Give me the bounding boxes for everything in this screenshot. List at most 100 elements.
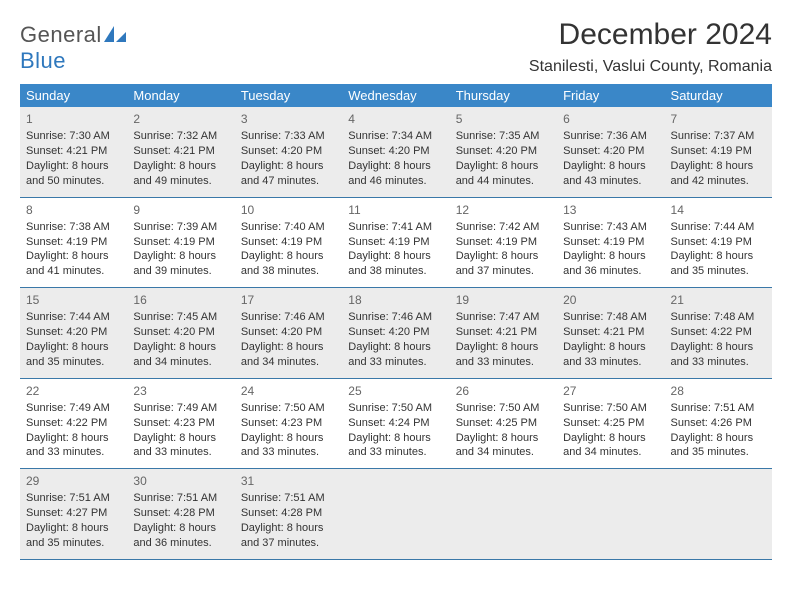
day-number: 17	[241, 292, 336, 308]
day-cell: 14 Sunrise: 7:44 AMSunset: 4:19 PMDayligh…	[665, 198, 772, 288]
week-row: 1 Sunrise: 7:30 AMSunset: 4:21 PMDaylight…	[20, 107, 772, 198]
day-header-tuesday: Tuesday	[235, 84, 342, 107]
day-cell: 22 Sunrise: 7:49 AMSunset: 4:22 PMDayligh…	[20, 379, 127, 469]
day-number: 24	[241, 383, 336, 399]
day-details: Sunrise: 7:46 AMSunset: 4:20 PMDaylight:…	[348, 310, 443, 369]
day-cell: 26Sunrise: 7:50 AMSunset: 4:25 PMDayligh…	[450, 379, 557, 469]
day-details: Sunrise: 7:35 AMSunset: 4:20 PMDaylight:…	[456, 129, 551, 188]
day-details: Sunrise: 7:39 AMSunset: 4:19 PMDaylight:…	[133, 220, 228, 279]
page-title: December 2024	[529, 18, 772, 52]
day-details: Sunrise: 7:37 AMSunset: 4:19 PMDaylight:…	[671, 129, 766, 188]
day-cell: 7 Sunrise: 7:37 AMSunset: 4:19 PMDaylight…	[665, 107, 772, 197]
day-number: 19	[456, 292, 551, 308]
day-details: Sunrise: 7:41 AMSunset: 4:19 PMDaylight:…	[348, 220, 443, 279]
logo-text: General Blue	[20, 22, 126, 74]
day-number: 11	[348, 202, 443, 218]
day-cell: 15 Sunrise: 7:44 AMSunset: 4:20 PMDayligh…	[20, 288, 127, 378]
day-cell: 31Sunrise: 7:51 AMSunset: 4:28 PMDayligh…	[235, 469, 342, 559]
day-number: 15	[26, 292, 121, 308]
weeks-container: 1 Sunrise: 7:30 AMSunset: 4:21 PMDaylight…	[20, 107, 772, 560]
day-details: Sunrise: 7:42 AMSunset: 4:19 PMDaylight:…	[456, 220, 551, 279]
day-cell: 16 Sunrise: 7:45 AMSunset: 4:20 PMDayligh…	[127, 288, 234, 378]
day-number: 26	[456, 383, 551, 399]
day-number: 21	[671, 292, 766, 308]
day-header-monday: Monday	[127, 84, 234, 107]
day-cell: 25 Sunrise: 7:50 AMSunset: 4:24 PMDayligh…	[342, 379, 449, 469]
day-details: Sunrise: 7:45 AMSunset: 4:20 PMDaylight:…	[133, 310, 228, 369]
day-header-thursday: Thursday	[450, 84, 557, 107]
logo-sail-icon	[104, 26, 126, 42]
day-cell: 10 Sunrise: 7:40 AMSunset: 4:19 PMDayligh…	[235, 198, 342, 288]
day-number: 14	[671, 202, 766, 218]
day-number: 23	[133, 383, 228, 399]
day-details: Sunrise: 7:46 AMSunset: 4:20 PMDaylight:…	[241, 310, 336, 369]
day-number: 13	[563, 202, 658, 218]
day-cell	[450, 469, 557, 559]
day-details: Sunrise: 7:51 AMSunset: 4:27 PMDaylight:…	[26, 491, 121, 550]
day-details: Sunrise: 7:50 AMSunset: 4:24 PMDaylight:…	[348, 401, 443, 460]
week-row: 29 Sunrise: 7:51 AMSunset: 4:27 PMDayligh…	[20, 469, 772, 560]
day-cell: 12 Sunrise: 7:42 AMSunset: 4:19 PMDayligh…	[450, 198, 557, 288]
day-number: 18	[348, 292, 443, 308]
day-cell: 11 Sunrise: 7:41 AMSunset: 4:19 PMDayligh…	[342, 198, 449, 288]
day-number: 9	[133, 202, 228, 218]
day-cell: 30 Sunrise: 7:51 AMSunset: 4:28 PMDayligh…	[127, 469, 234, 559]
day-cell: 24 Sunrise: 7:50 AMSunset: 4:23 PMDayligh…	[235, 379, 342, 469]
day-details: Sunrise: 7:51 AMSunset: 4:26 PMDaylight:…	[671, 401, 766, 460]
title-block: December 2024 Stanilesti, Vaslui County,…	[529, 18, 772, 76]
day-cell: 28 Sunrise: 7:51 AMSunset: 4:26 PMDayligh…	[665, 379, 772, 469]
day-number: 3	[241, 111, 336, 127]
day-details: Sunrise: 7:44 AMSunset: 4:20 PMDaylight:…	[26, 310, 121, 369]
day-details: Sunrise: 7:43 AMSunset: 4:19 PMDaylight:…	[563, 220, 658, 279]
location: Stanilesti, Vaslui County, Romania	[529, 58, 772, 76]
logo-general: General	[20, 22, 102, 47]
day-cell: 29 Sunrise: 7:51 AMSunset: 4:27 PMDayligh…	[20, 469, 127, 559]
day-cell	[342, 469, 449, 559]
day-number: 8	[26, 202, 121, 218]
day-cell: 18 Sunrise: 7:46 AMSunset: 4:20 PMDayligh…	[342, 288, 449, 378]
day-cell: 17 Sunrise: 7:46 AMSunset: 4:20 PMDayligh…	[235, 288, 342, 378]
day-details: Sunrise: 7:38 AMSunset: 4:19 PMDaylight:…	[26, 220, 121, 279]
day-cell: 20Sunrise: 7:48 AMSunset: 4:21 PMDayligh…	[557, 288, 664, 378]
day-number: 2	[133, 111, 228, 127]
day-cell: 9 Sunrise: 7:39 AMSunset: 4:19 PMDaylight…	[127, 198, 234, 288]
day-header-wednesday: Wednesday	[342, 84, 449, 107]
week-row: 22 Sunrise: 7:49 AMSunset: 4:22 PMDayligh…	[20, 379, 772, 470]
day-details: Sunrise: 7:51 AMSunset: 4:28 PMDaylight:…	[241, 491, 336, 550]
day-details: Sunrise: 7:32 AMSunset: 4:21 PMDaylight:…	[133, 129, 228, 188]
day-cell: 2 Sunrise: 7:32 AMSunset: 4:21 PMDaylight…	[127, 107, 234, 197]
day-details: Sunrise: 7:30 AMSunset: 4:21 PMDaylight:…	[26, 129, 121, 188]
day-number: 12	[456, 202, 551, 218]
logo-blue: Blue	[20, 48, 66, 73]
day-header-saturday: Saturday	[665, 84, 772, 107]
header: General Blue December 2024 Stanilesti, V…	[20, 18, 772, 76]
day-number: 5	[456, 111, 551, 127]
day-number: 27	[563, 383, 658, 399]
day-cell: 27 Sunrise: 7:50 AMSunset: 4:25 PMDayligh…	[557, 379, 664, 469]
day-number: 16	[133, 292, 228, 308]
day-number: 6	[563, 111, 658, 127]
day-details: Sunrise: 7:50 AMSunset: 4:23 PMDaylight:…	[241, 401, 336, 460]
day-details: Sunrise: 7:40 AMSunset: 4:19 PMDaylight:…	[241, 220, 336, 279]
day-details: Sunrise: 7:48 AMSunset: 4:22 PMDaylight:…	[671, 310, 766, 369]
day-number: 22	[26, 383, 121, 399]
day-cell: 21 Sunrise: 7:48 AMSunset: 4:22 PMDayligh…	[665, 288, 772, 378]
day-number: 30	[133, 473, 228, 489]
day-details: Sunrise: 7:33 AMSunset: 4:20 PMDaylight:…	[241, 129, 336, 188]
day-number: 10	[241, 202, 336, 218]
day-number: 25	[348, 383, 443, 399]
day-details: Sunrise: 7:51 AMSunset: 4:28 PMDaylight:…	[133, 491, 228, 550]
day-cell: 13 Sunrise: 7:43 AMSunset: 4:19 PMDayligh…	[557, 198, 664, 288]
day-number: 7	[671, 111, 766, 127]
day-number: 28	[671, 383, 766, 399]
day-number: 1	[26, 111, 121, 127]
day-details: Sunrise: 7:44 AMSunset: 4:19 PMDaylight:…	[671, 220, 766, 279]
day-details: Sunrise: 7:36 AMSunset: 4:20 PMDaylight:…	[563, 129, 658, 188]
day-details: Sunrise: 7:50 AMSunset: 4:25 PMDaylight:…	[563, 401, 658, 460]
day-details: Sunrise: 7:49 AMSunset: 4:22 PMDaylight:…	[26, 401, 121, 460]
day-cell	[557, 469, 664, 559]
day-cell: 3 Sunrise: 7:33 AMSunset: 4:20 PMDaylight…	[235, 107, 342, 197]
day-number: 29	[26, 473, 121, 489]
day-number: 4	[348, 111, 443, 127]
day-cell: 8 Sunrise: 7:38 AMSunset: 4:19 PMDaylight…	[20, 198, 127, 288]
